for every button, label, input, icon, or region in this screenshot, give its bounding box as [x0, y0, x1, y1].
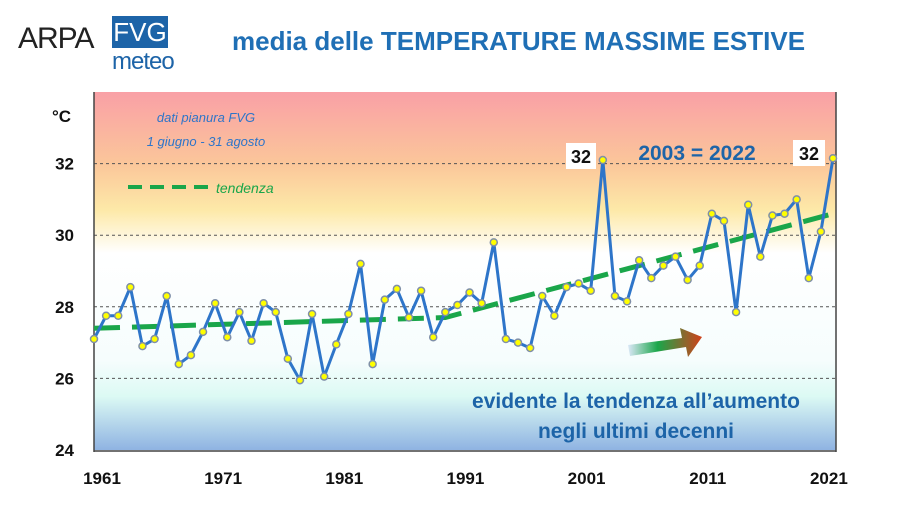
- data-point: [574, 279, 583, 288]
- x-tick-label: 2021: [810, 469, 848, 488]
- data-point: [235, 307, 244, 317]
- data-point: [828, 153, 838, 163]
- plot-background: [94, 92, 836, 450]
- data-point: [441, 307, 450, 317]
- data-point: [610, 291, 620, 301]
- data-point: [816, 227, 826, 236]
- data-point: [223, 332, 232, 342]
- data-point: [634, 256, 644, 265]
- data-point: [453, 300, 462, 310]
- x-tick-label: 1991: [447, 469, 485, 488]
- x-tick-label: 1961: [83, 469, 121, 488]
- data-point: [743, 200, 753, 210]
- x-tick-label: 1981: [325, 469, 363, 488]
- data-point: [562, 282, 571, 292]
- data-point: [647, 273, 656, 283]
- y-tick-label: 26: [55, 369, 74, 388]
- data-point: [368, 359, 377, 369]
- data-point: [513, 338, 523, 347]
- data-point: [501, 334, 511, 344]
- y-tick-label: 28: [55, 298, 74, 317]
- data-point: [295, 375, 305, 385]
- data-point: [683, 275, 692, 285]
- data-point: [198, 327, 208, 337]
- data-point: [525, 343, 535, 353]
- data-point: [89, 334, 99, 344]
- data-point: [392, 284, 402, 294]
- y-tick-label: 24: [55, 441, 74, 460]
- note-period: 1 giugno - 31 agosto: [147, 134, 266, 149]
- data-point: [150, 334, 159, 344]
- data-point: [804, 273, 814, 283]
- y-tick-label: 32: [55, 155, 74, 174]
- data-point: [731, 307, 741, 317]
- data-point: [307, 309, 317, 319]
- x-tick-label: 2011: [689, 469, 726, 488]
- equal-note: 2003 = 2022: [638, 142, 755, 165]
- y-axis-unit: °C: [52, 107, 71, 126]
- data-point: [210, 298, 220, 308]
- data-point: [416, 286, 426, 295]
- data-point: [477, 298, 486, 308]
- data-point: [356, 259, 365, 269]
- data-point: [598, 155, 608, 165]
- data-point: [537, 291, 547, 301]
- logo-fvg: FVG: [112, 16, 168, 48]
- data-point: [792, 195, 801, 204]
- x-tick-label: 2001: [568, 469, 606, 488]
- data-point: [259, 298, 268, 308]
- data-point: [489, 238, 499, 247]
- data-point: [319, 372, 329, 381]
- rising-arrow: [628, 328, 702, 357]
- data-point: [186, 350, 196, 360]
- message-line-2: negli ultimi decenni: [538, 420, 734, 443]
- chart-title: media delle TEMPERATURE MASSIME ESTIVE: [232, 26, 806, 56]
- data-point: [465, 288, 474, 297]
- data-point: [695, 261, 704, 270]
- data-point: [174, 359, 184, 369]
- temperature-line: [92, 157, 835, 382]
- data-point: [756, 252, 765, 261]
- data-point: [550, 311, 559, 320]
- data-point: [622, 297, 632, 306]
- note-dati: dati pianura FVG: [157, 110, 255, 125]
- message-line-1: evidente la tendenza all’aumento: [472, 390, 800, 413]
- data-point: [404, 313, 414, 322]
- data-point: [162, 291, 171, 301]
- y-tick-label: 30: [55, 226, 74, 245]
- data-point: [380, 295, 390, 304]
- legend-trend-label: tendenza: [216, 180, 274, 196]
- data-point: [271, 307, 280, 317]
- data-point: [671, 252, 680, 261]
- data-point: [719, 216, 729, 226]
- label-box-2022: [793, 140, 825, 166]
- data-point: [138, 341, 147, 351]
- data-point: [332, 340, 341, 349]
- data-point: [428, 332, 438, 342]
- data-point: [707, 209, 717, 218]
- label-box-2003: [566, 143, 596, 169]
- peak-2003-label: 32: [571, 147, 591, 167]
- data-point: [586, 286, 595, 295]
- data-point: [768, 211, 777, 220]
- peak-2022-label: 32: [799, 144, 819, 164]
- data-point: [283, 354, 293, 363]
- logo-meteo: meteo: [112, 48, 175, 75]
- data-point: [780, 209, 789, 218]
- data-point: [344, 309, 353, 319]
- data-point: [126, 282, 135, 292]
- x-tick-label: 1971: [204, 469, 242, 488]
- logo-arpa: ARPA: [18, 22, 94, 55]
- data-point: [113, 311, 123, 320]
- data-point: [101, 311, 111, 320]
- data-point: [247, 336, 256, 346]
- data-point: [659, 261, 668, 270]
